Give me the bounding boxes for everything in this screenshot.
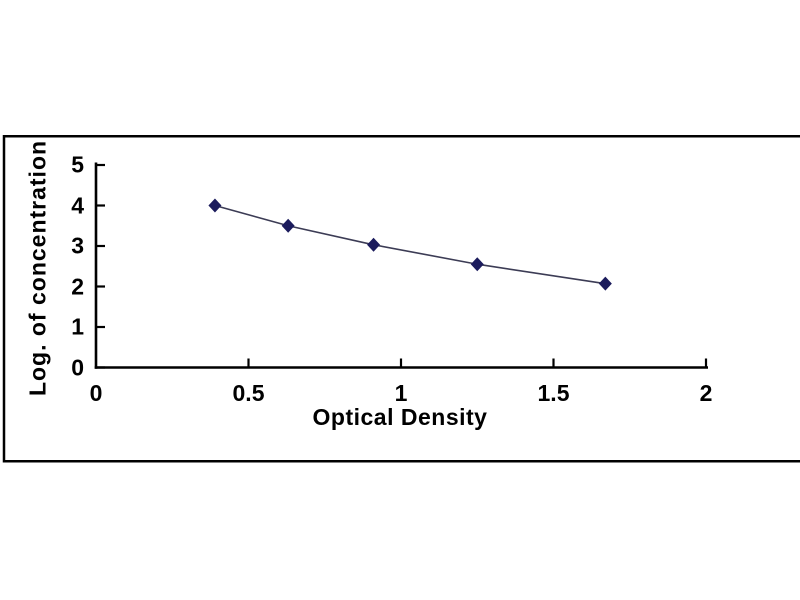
chart-frame-border: [2, 135, 800, 463]
x-axis-title: Optical Density: [312, 404, 488, 430]
data-point-marker: [598, 276, 612, 291]
y-tick-label: 0: [71, 354, 84, 380]
y-tick-label: 3: [71, 232, 84, 259]
data-point-marker: [281, 218, 295, 233]
data-point-marker: [367, 237, 381, 252]
standard-curve-line: [214, 204, 606, 285]
y-tick-label: 1: [71, 313, 84, 340]
data-point-marker: [208, 198, 222, 213]
data-point-marker: [470, 257, 484, 272]
y-tick-label: 5: [71, 151, 84, 178]
x-tick-label: 0: [89, 380, 103, 406]
y-tick-label: 2: [71, 273, 84, 299]
y-tick-label: 4: [71, 192, 84, 218]
x-tick-label: 1: [394, 380, 408, 406]
x-tick-label: 1.5: [537, 380, 570, 406]
x-tick-label: 0.5: [232, 380, 265, 406]
y-axis-title: Log. of concentration: [24, 139, 51, 397]
x-tick-label: 2: [699, 380, 713, 406]
